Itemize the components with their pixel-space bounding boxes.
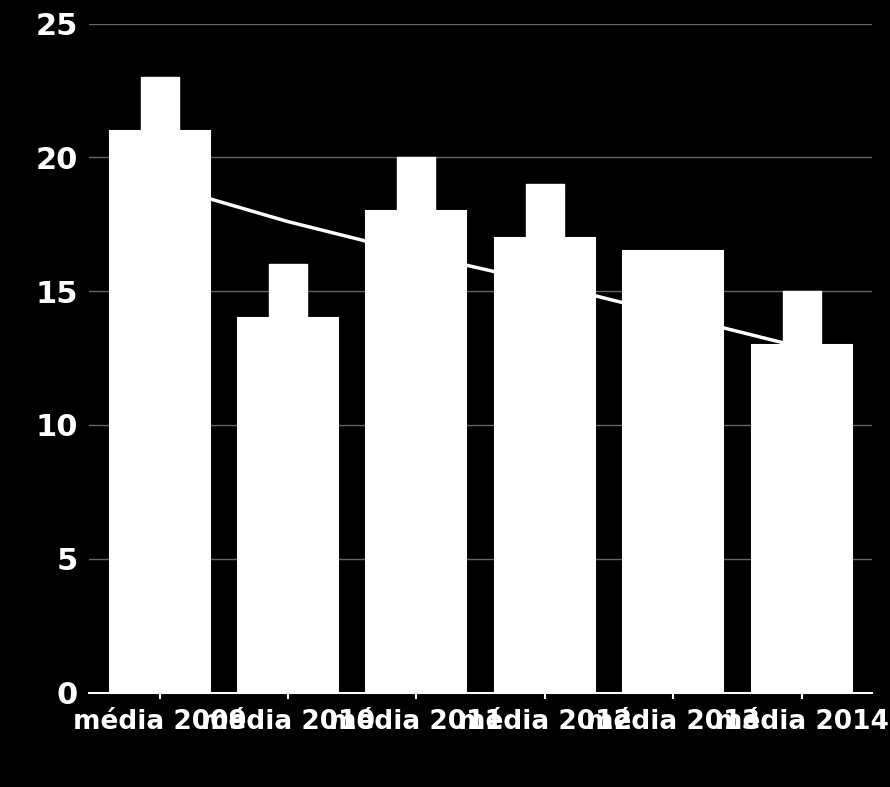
Bar	[782, 291, 821, 345]
Bar	[238, 318, 338, 693]
Bar	[495, 238, 595, 693]
Bar	[109, 131, 210, 693]
Bar	[526, 184, 564, 238]
Bar	[367, 211, 466, 693]
Bar	[623, 251, 724, 693]
Bar	[654, 251, 692, 297]
Bar	[269, 264, 307, 318]
Bar	[141, 77, 179, 131]
Bar	[751, 345, 852, 693]
Bar	[397, 157, 435, 211]
